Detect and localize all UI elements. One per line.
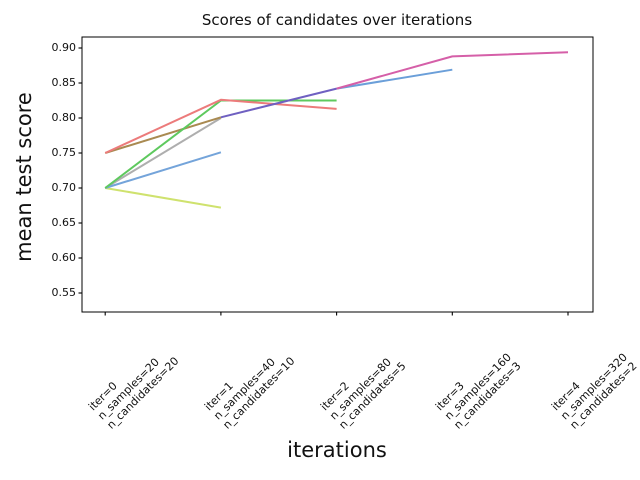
y-tick-label: 0.85 bbox=[51, 76, 77, 89]
candidate-green-line bbox=[104, 99, 337, 189]
y-tick-label: 0.75 bbox=[51, 146, 77, 159]
y-tick-label: 0.80 bbox=[51, 111, 77, 124]
y-tick-label: 0.55 bbox=[51, 286, 77, 299]
y-tick-label: 0.90 bbox=[51, 41, 77, 54]
y-tick-label: 0.60 bbox=[51, 251, 77, 264]
candidate-brown-line bbox=[104, 116, 222, 154]
candidate-gray-line bbox=[104, 117, 222, 189]
axes-frame bbox=[81, 36, 594, 313]
candidate-blue-line bbox=[336, 68, 453, 90]
y-tick-label: 0.70 bbox=[51, 181, 77, 194]
candidate-yellowgreen-line bbox=[105, 187, 222, 209]
x-axis-label: iterations bbox=[287, 438, 387, 462]
chart-title: Scores of candidates over iterations bbox=[201, 11, 473, 29]
y-tick-label: 0.65 bbox=[51, 216, 77, 229]
candidate-pink-line bbox=[336, 51, 569, 90]
candidate-lightblue-line bbox=[104, 151, 222, 189]
candidate-purple-line bbox=[220, 87, 337, 119]
candidate-red-line bbox=[104, 98, 337, 154]
